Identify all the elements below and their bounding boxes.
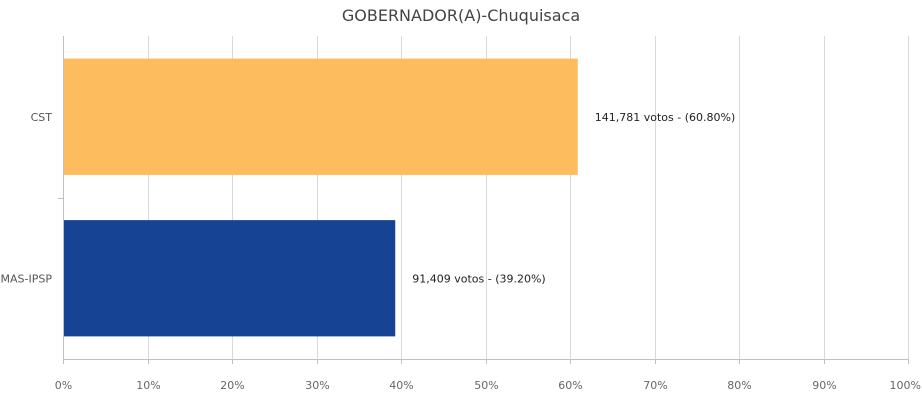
- x-tick-label: 10%: [136, 379, 160, 392]
- x-tick-label: 50%: [474, 379, 498, 392]
- category-label: MAS-IPSP: [1, 272, 53, 285]
- bar-mas-ipsp: [64, 220, 396, 337]
- x-tick-label: 20%: [220, 379, 244, 392]
- x-tick-labels: 0% 10% 20% 30% 40% 50% 60% 70% 80% 90% 100%: [55, 379, 921, 392]
- category-labels: CST MAS-IPSP: [1, 111, 53, 286]
- x-tick-label: 60%: [558, 379, 582, 392]
- x-tick-label: 100%: [890, 379, 921, 392]
- x-tick-label: 0%: [55, 379, 72, 392]
- bar-cst: [64, 58, 578, 175]
- bars: [64, 58, 578, 337]
- x-tick-label: 90%: [812, 379, 836, 392]
- data-labels: 141,781 votos - (60.80%) 91,409 votos - (…: [412, 111, 735, 286]
- axes: [58, 36, 909, 364]
- data-label: 91,409 votos - (39.20%): [412, 272, 546, 285]
- x-tick-label: 70%: [643, 379, 667, 392]
- data-label: 141,781 votos - (60.80%): [595, 111, 736, 124]
- x-tick-label: 80%: [727, 379, 751, 392]
- x-tick-label: 30%: [305, 379, 329, 392]
- x-tick-label: 40%: [389, 379, 413, 392]
- chart-title: GOBERNADOR(A)-Chuquisaca: [342, 6, 580, 25]
- category-label: CST: [31, 111, 53, 124]
